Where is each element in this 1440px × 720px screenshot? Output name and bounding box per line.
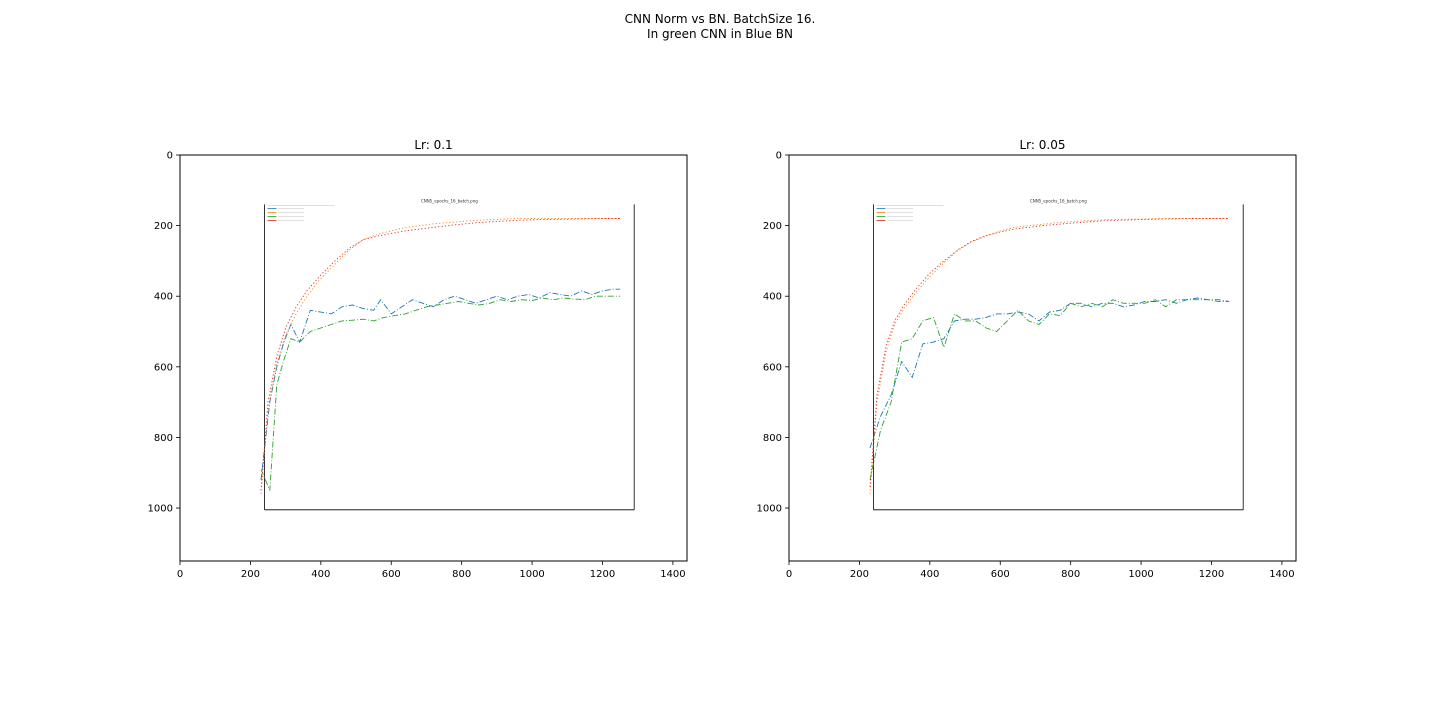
x-tick-label: 800 <box>452 569 471 580</box>
subplot-2: CNN5_epochs_16_batch.png 0 200 400 600 800 100… <box>757 138 1297 580</box>
series-line-green <box>869 299 1230 480</box>
y-tick-label: 800 <box>154 433 173 444</box>
x-tick-label: 0 <box>177 569 183 580</box>
x-tick-label: 400 <box>311 569 330 580</box>
embedded-legend <box>876 205 944 221</box>
y-tick-label: 200 <box>763 221 782 232</box>
subplot-title: Lr: 0.05 <box>1020 138 1066 152</box>
series-line-orange <box>260 218 621 494</box>
x-tick-label: 1000 <box>1128 569 1153 580</box>
x-tick-label: 800 <box>1061 569 1080 580</box>
axes-frame <box>179 154 688 562</box>
embedded-legend <box>267 205 335 221</box>
y-tick-label: 0 <box>167 151 173 162</box>
series-line-blue <box>869 297 1230 449</box>
x-tick-label: 400 <box>920 569 939 580</box>
y-tick-label: 800 <box>763 433 782 444</box>
x-tick-label: 1000 <box>519 569 544 580</box>
subplot-1: CNN5_epochs_16_batch.png 0 200 400 600 800 100… <box>148 138 688 580</box>
series-line-red <box>260 218 621 491</box>
x-tick-label: 1200 <box>1199 569 1224 580</box>
embedded-title: CNN5_epochs_16_batch.png <box>421 198 478 203</box>
y-tick-label: 600 <box>154 362 173 373</box>
x-tick-label: 200 <box>241 569 260 580</box>
figure-title: CNN Norm vs BN. BatchSize 16. In green C… <box>0 12 1440 42</box>
y-tick-label: 400 <box>154 292 173 303</box>
y-tick-label: 1000 <box>757 504 782 515</box>
x-tick-label: 1400 <box>660 569 685 580</box>
figure-title-line-2: In green CNN in Blue BN <box>647 27 793 41</box>
y-tick-label: 1000 <box>148 504 173 515</box>
x-tick-label: 1200 <box>590 569 615 580</box>
axes-frame <box>788 154 1297 562</box>
series-line-orange <box>869 218 1230 494</box>
x-tick-label: 1400 <box>1269 569 1294 580</box>
x-tick-label: 0 <box>786 569 792 580</box>
y-tick-label: 0 <box>776 151 782 162</box>
subplot-title: Lr: 0.1 <box>414 138 452 152</box>
series-line-red <box>869 218 1230 487</box>
y-tick-label: 600 <box>763 362 782 373</box>
x-tick-label: 600 <box>382 569 401 580</box>
embedded-title: CNN5_epochs_16_batch.png <box>1030 198 1087 203</box>
figure-title-line-1: CNN Norm vs BN. BatchSize 16. <box>624 12 816 26</box>
series-line-blue <box>260 288 621 480</box>
y-tick-label: 400 <box>763 292 782 303</box>
y-tick-label: 200 <box>154 221 173 232</box>
x-tick-label: 200 <box>850 569 869 580</box>
x-tick-label: 600 <box>991 569 1010 580</box>
series-line-green <box>260 295 621 491</box>
